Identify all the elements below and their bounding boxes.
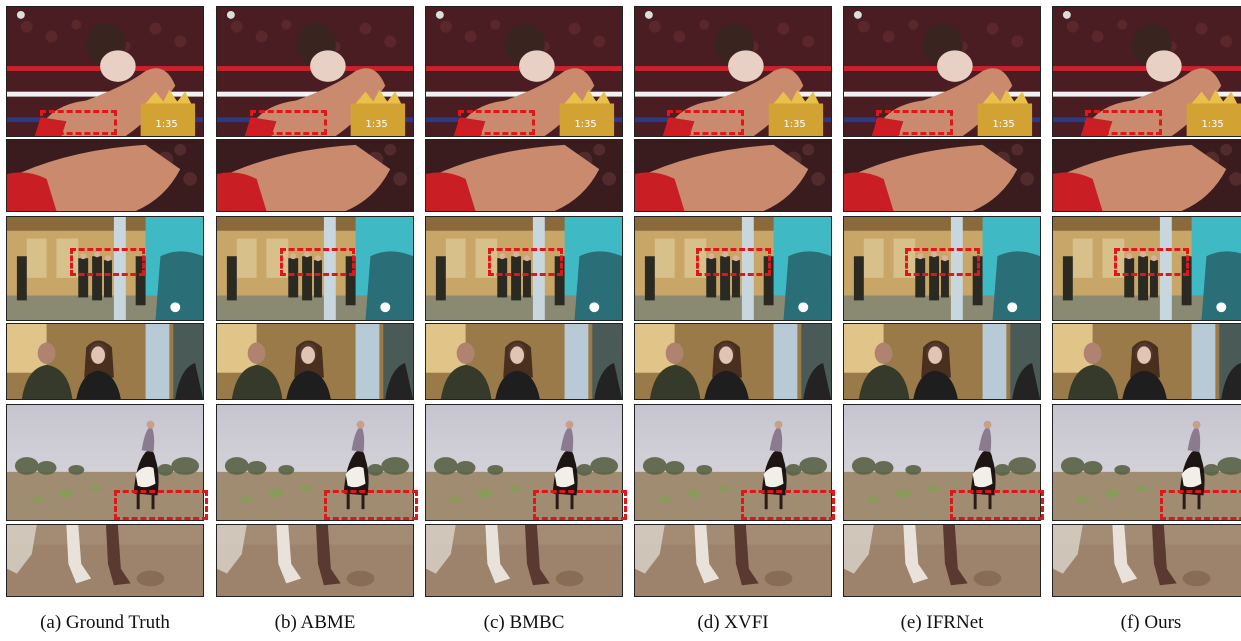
zoom-region-box (280, 248, 355, 276)
zoom-region-box (696, 248, 771, 276)
horse-frame-image (216, 404, 414, 521)
svg-text:1:35: 1:35 (365, 119, 387, 130)
boxing-zoom-image (1052, 139, 1241, 212)
zoom-region-box (876, 110, 953, 135)
hallway-zoom-image (216, 323, 414, 400)
method-caption: (c) BMBC (483, 612, 565, 633)
zoom-region-box (1114, 248, 1189, 276)
boxing-zoom-image (425, 139, 623, 212)
hallway-frame-image (6, 216, 204, 321)
hallway-zoom-image (843, 323, 1041, 400)
horse-frame-image (1052, 404, 1241, 521)
hallway-frame-image (216, 216, 414, 321)
method-caption: (f) Ours (1120, 612, 1182, 633)
boxing-zoom-image (6, 139, 204, 212)
svg-text:1:35: 1:35 (992, 119, 1014, 130)
horse-zoom-image (425, 524, 623, 597)
zoom-region-box (950, 490, 1044, 520)
zoom-region-box (70, 248, 145, 276)
boxing-zoom-image (634, 139, 832, 212)
horse-frame-image (634, 404, 832, 521)
method-caption: (e) IFRNet (900, 612, 984, 633)
hallway-zoom-image (634, 323, 832, 400)
hallway-frame-image (634, 216, 832, 321)
svg-text:1:35: 1:35 (574, 119, 596, 130)
horse-zoom-image (1052, 524, 1241, 597)
horse-frame-image (6, 404, 204, 521)
hallway-frame-image (1052, 216, 1241, 321)
horse-zoom-image (843, 524, 1041, 597)
zoom-region-box (533, 490, 627, 520)
hallway-zoom-image (6, 323, 204, 400)
zoom-region-box (40, 110, 117, 135)
hallway-frame-image (843, 216, 1041, 321)
zoom-region-box (458, 110, 535, 135)
horse-zoom-image (6, 524, 204, 597)
zoom-region-box (1160, 490, 1241, 520)
zoom-region-box (324, 490, 418, 520)
svg-text:1:35: 1:35 (1201, 119, 1223, 130)
zoom-region-box (488, 248, 563, 276)
horse-frame-image (425, 404, 623, 521)
method-caption: (a) Ground Truth (40, 612, 170, 633)
boxing-frame-image: 1:35 (216, 6, 414, 137)
horse-zoom-image (216, 524, 414, 597)
method-caption: (d) XVFI (697, 612, 769, 633)
hallway-zoom-image (425, 323, 623, 400)
zoom-region-box (905, 248, 980, 276)
horse-zoom-image (634, 524, 832, 597)
boxing-frame-image: 1:35 (1052, 6, 1241, 137)
zoom-region-box (667, 110, 744, 135)
zoom-region-box (114, 490, 208, 520)
svg-text:1:35: 1:35 (783, 119, 805, 130)
method-caption: (b) ABME (274, 612, 356, 633)
boxing-zoom-image (216, 139, 414, 212)
zoom-region-box (1085, 110, 1162, 135)
horse-frame-image (843, 404, 1041, 521)
boxing-zoom-image (843, 139, 1041, 212)
svg-text:1:35: 1:35 (155, 119, 177, 130)
hallway-zoom-image (1052, 323, 1241, 400)
zoom-region-box (250, 110, 327, 135)
zoom-region-box (741, 490, 835, 520)
hallway-frame-image (425, 216, 623, 321)
